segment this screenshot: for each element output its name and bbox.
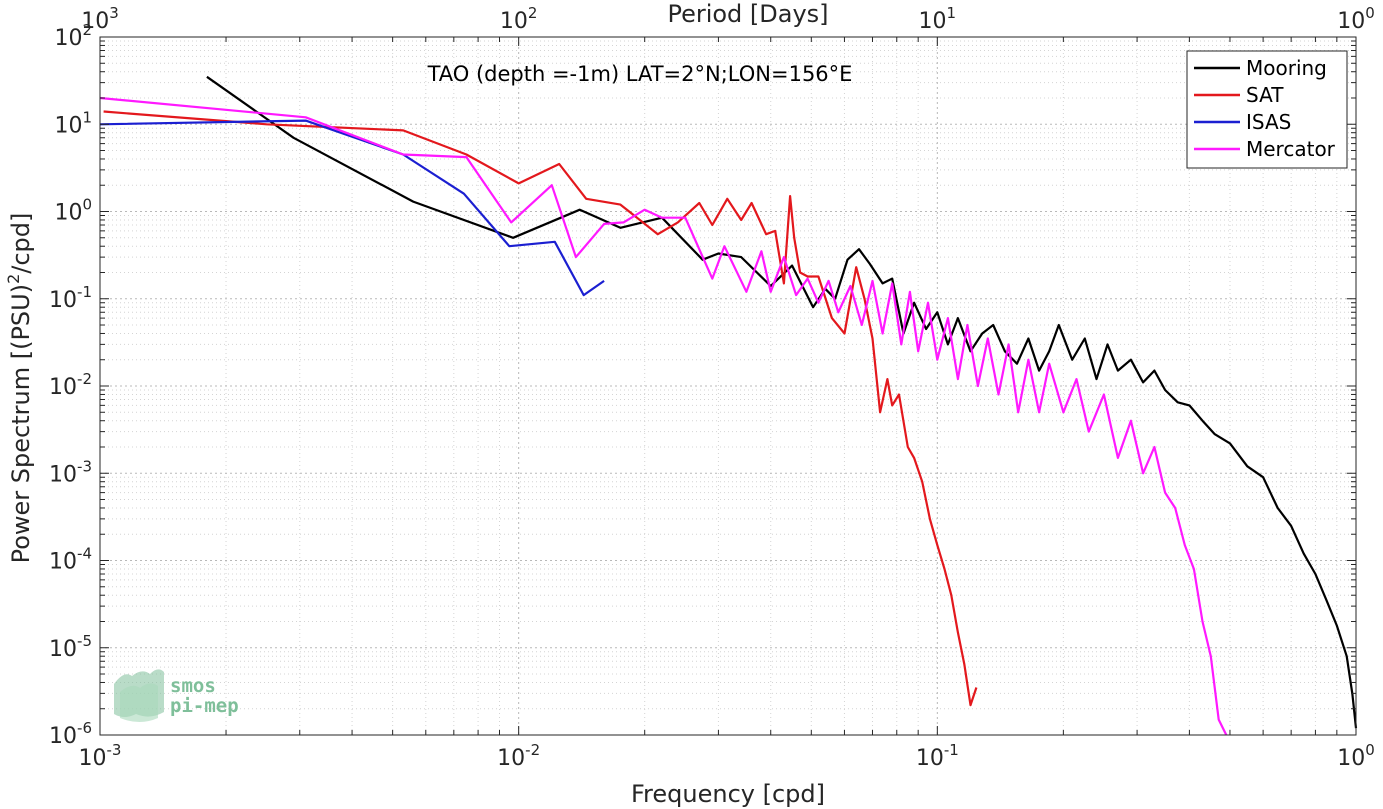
top-tick-label: 100 [1337,4,1375,34]
y-tick-exp: -1 [77,283,92,301]
logo-wave-icon-2 [120,683,158,722]
y-tick-exp: 2 [82,21,92,39]
y-tick-base: 10 [54,113,82,138]
y-tick-base: 10 [49,462,77,487]
y-tick-exp: -2 [77,370,92,388]
y-tick-exp: 0 [82,196,92,214]
y-tick-label: 10-5 [49,632,92,662]
y-tick-base: 10 [49,637,77,662]
top-axis-label: Period [Days] [667,0,828,28]
x-tick-exp: -2 [525,741,540,759]
smos-logo: smos pi-mep [114,669,239,722]
top-tick-label: 103 [81,4,119,34]
x-tick-label: 10-1 [916,741,959,771]
y-tick-exp: -6 [77,719,92,737]
ticks-layer [99,36,1357,736]
x-tick-base: 10 [497,746,525,771]
grid-major [99,36,1357,736]
y-axis-label-exp: 2 [4,274,23,284]
top-tick-base: 10 [500,9,528,34]
logo-text-smos: smos [170,675,216,697]
svg-text:Power Spectrum [(PSU)2/cpd]: Power Spectrum [(PSU)2/cpd] [4,213,35,564]
y-tick-label: 10-1 [49,283,92,313]
x-axis-label: Frequency [cpd] [631,780,825,808]
y-axis-label: Power Spectrum [(PSU)2/cpd] [4,213,35,564]
top-tick-base: 10 [81,9,109,34]
top-tick-exp: 0 [1365,4,1375,22]
legend: Mooring SAT ISAS Mercator [1186,50,1348,169]
x-tick-exp: -1 [944,741,959,759]
logo-text-pimep: pi-mep [170,695,239,717]
series-line-isas [99,119,605,297]
series-layer [99,75,1358,736]
legend-label-mercator: Mercator [1246,137,1336,161]
y-tick-base: 10 [54,201,82,226]
legend-label-isas: ISAS [1246,110,1291,134]
plot-frame [99,36,1357,736]
y-tick-label: 100 [54,196,92,226]
y-tick-exp: -3 [77,457,92,475]
y-tick-label: 10-2 [49,370,92,400]
x-tick-exp: 0 [1365,741,1375,759]
x-tick-label: 10-2 [497,741,540,771]
y-tick-base: 10 [54,26,82,51]
top-tick-exp: 3 [109,4,119,22]
x-tick-label: 10-3 [79,741,122,771]
y-tick-label: 101 [54,108,92,138]
y-tick-label: 102 [54,21,92,51]
y-tick-base: 10 [49,288,77,313]
x-tick-exp: -3 [107,741,122,759]
top-tick-label: 101 [919,4,957,34]
x-tick-base: 10 [916,746,944,771]
series-line-sat [103,110,978,707]
y-tick-exp: -4 [77,545,92,563]
y-tick-base: 10 [49,375,77,400]
top-tick-exp: 2 [528,4,538,22]
legend-label-sat: SAT [1246,83,1284,107]
y-tick-exp: -5 [77,632,92,650]
y-axis-label-a: Power Spectrum [(PSU) [7,284,35,563]
y-tick-base: 10 [49,724,77,749]
series-line-mooring [206,75,1358,729]
y-tick-label: 10-4 [49,545,92,575]
chart-title: TAO (depth =-1m) LAT=2°N;LON=156°E [427,62,853,86]
top-tick-base: 10 [919,9,947,34]
legend-label-mooring: Mooring [1246,56,1327,80]
y-axis-label-b: /cpd] [7,213,35,274]
top-tick-exp: 1 [947,4,957,22]
y-tick-exp: 1 [82,108,92,126]
grid-minor [100,37,1356,735]
y-tick-base: 10 [49,550,77,575]
top-tick-base: 10 [1337,9,1365,34]
x-tick-label: 100 [1337,741,1375,771]
series-line-mercator [99,96,1228,736]
y-tick-label: 10-6 [49,719,92,749]
x-tick-base: 10 [79,746,107,771]
top-tick-label: 102 [500,4,538,34]
y-tick-label: 10-3 [49,457,92,487]
x-tick-base: 10 [1337,746,1365,771]
